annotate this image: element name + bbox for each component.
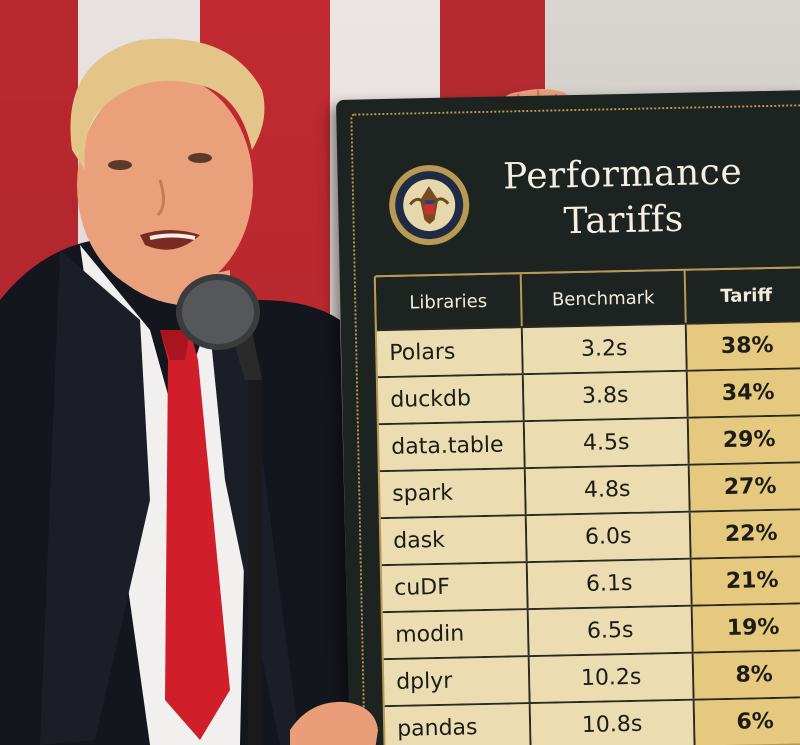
tariff-cell: 34% — [687, 369, 800, 417]
speaker-figure — [0, 38, 350, 745]
library-cell: data.table — [378, 422, 526, 471]
library-cell: modin — [382, 610, 530, 659]
benchmark-cell: 4.8s — [525, 465, 691, 515]
benchmark-cell: 3.8s — [523, 371, 689, 421]
hand — [290, 701, 378, 745]
tariff-cell: 27% — [689, 463, 800, 511]
benchmark-cell: 6.0s — [526, 512, 692, 562]
header-libraries: Libraries — [375, 274, 523, 330]
benchmark-cell: 6.5s — [528, 606, 694, 656]
library-cell: cuDF — [381, 563, 529, 612]
benchmark-cell: 10.8s — [530, 700, 696, 745]
tariff-cell: 22% — [690, 510, 800, 558]
presidential-seal-icon — [389, 165, 470, 246]
tariff-cell: 38% — [686, 322, 800, 370]
benchmark-cell: 4.5s — [524, 418, 690, 468]
header-tariff: Tariff — [720, 284, 773, 307]
library-cell: dplyr — [383, 657, 531, 706]
tariff-cell: 29% — [688, 416, 800, 464]
header-benchmark: Benchmark — [521, 270, 687, 327]
tariff-cell: 6% — [694, 698, 800, 745]
benchmark-cell: 10.2s — [529, 653, 695, 703]
title-line-2: Tariffs — [563, 198, 685, 243]
benchmark-cell: 6.1s — [527, 559, 693, 609]
tariff-cell: 21% — [691, 557, 800, 605]
table-row: pandas 10.8s 6% — [384, 698, 800, 745]
library-cell: pandas — [384, 704, 532, 745]
library-cell: spark — [379, 469, 527, 518]
tariff-table: Libraries Benchmark Tariff Polars 3.2s 3… — [373, 266, 800, 745]
table-header-row: Libraries Benchmark Tariff — [375, 268, 800, 332]
sign-board: Performance Tariffs Libraries Benchmark … — [336, 90, 800, 745]
library-cell: dask — [380, 516, 528, 565]
tariff-cell: 8% — [693, 651, 800, 699]
sign-title: Performance Tariffs — [477, 149, 769, 247]
title-line-1: Performance — [502, 151, 743, 198]
library-cell: duckdb — [377, 375, 525, 424]
library-cell: Polars — [376, 328, 524, 377]
benchmark-cell: 3.2s — [522, 324, 688, 374]
tariff-cell: 19% — [692, 604, 800, 652]
